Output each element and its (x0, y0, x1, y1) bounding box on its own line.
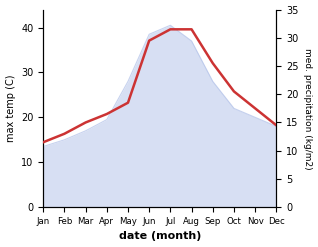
X-axis label: date (month): date (month) (119, 231, 201, 242)
Y-axis label: med. precipitation (kg/m2): med. precipitation (kg/m2) (303, 48, 313, 169)
Y-axis label: max temp (C): max temp (C) (5, 75, 16, 142)
